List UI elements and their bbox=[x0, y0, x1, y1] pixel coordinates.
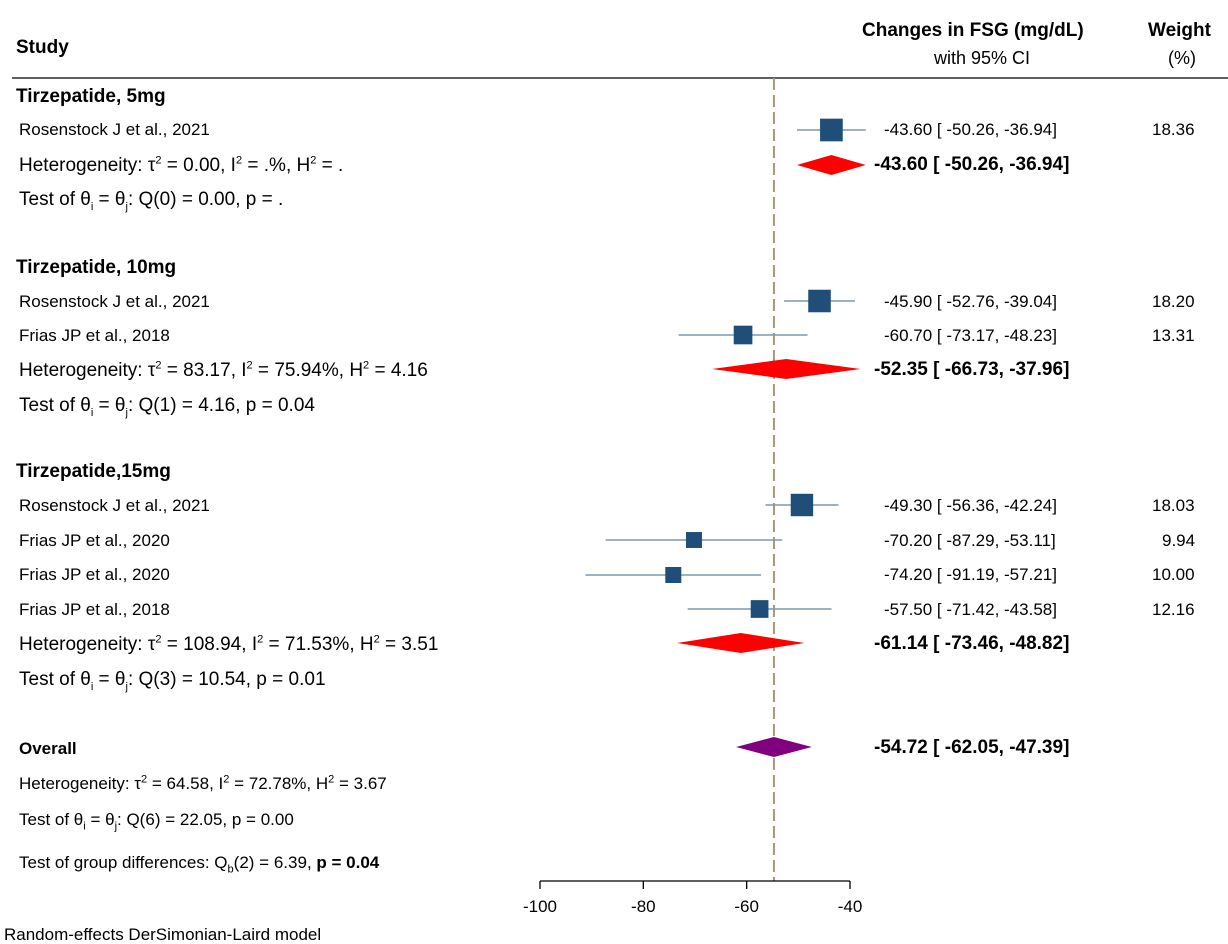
study-weight: 18.20 bbox=[1152, 292, 1195, 311]
study-ci: -70.20 [ -87.29, -53.11] bbox=[884, 531, 1056, 550]
test-df: 0 bbox=[159, 189, 171, 210]
i2-value: 72.78% bbox=[248, 774, 307, 793]
group-pooled-ci: -43.60 [ -50.26, -36.94] bbox=[874, 154, 1070, 175]
test-df: 1 bbox=[159, 395, 171, 416]
group-label-10mg: Tirzepatide, 10mg bbox=[16, 257, 177, 278]
overall-label: Overall bbox=[19, 739, 77, 758]
test-p: 0.01 bbox=[288, 669, 326, 690]
tau2-value: 108.94 bbox=[183, 634, 242, 655]
test-p: . bbox=[277, 189, 284, 210]
diff-p: 0.04 bbox=[346, 853, 380, 872]
study-column-header: Study bbox=[16, 37, 69, 58]
group-pooled-diamond bbox=[711, 359, 861, 379]
weight-column-subheader: (%) bbox=[1168, 48, 1196, 68]
study-label: Frias JP et al., 2018 bbox=[19, 326, 170, 345]
h2-value: . bbox=[338, 155, 344, 176]
test-q: 22.05 bbox=[179, 810, 223, 829]
test-p: 0.04 bbox=[277, 395, 315, 416]
study-ci: -57.50 [ -71.42, -43.58] bbox=[884, 600, 1057, 619]
x-tick-label: -60 bbox=[734, 897, 759, 916]
study-ci: -49.30 [ -56.36, -42.24] bbox=[884, 496, 1057, 515]
h2-value: 4.16 bbox=[390, 360, 428, 381]
group-test: Test of θi = θj: Q(1) = 4.16, p = 0.04 bbox=[19, 395, 315, 419]
study-weight: 10.00 bbox=[1152, 565, 1195, 584]
group-test: Test of θi = θj: Q(0) = 0.00, p = . bbox=[19, 189, 284, 213]
study-label: Frias JP et al., 2020 bbox=[19, 565, 170, 584]
effect-column-header: Changes in FSG (mg/dL) bbox=[862, 20, 1084, 41]
study-marker bbox=[685, 532, 702, 548]
group-difference-test: Test of group differences: Qb(2) = 6.39,… bbox=[19, 853, 380, 876]
study-ci: -74.20 [ -91.19, -57.21] bbox=[884, 565, 1057, 584]
test-q: 10.54 bbox=[198, 669, 246, 690]
overall-heterogeneity: Heterogeneity: τ2 = 64.58, I2 = 72.78%, … bbox=[19, 773, 387, 793]
test-q: 4.16 bbox=[198, 395, 236, 416]
study-ci: -45.90 [ -52.76, -39.04] bbox=[884, 292, 1057, 311]
study-label: Rosenstock J et al., 2021 bbox=[19, 496, 210, 515]
study-marker bbox=[808, 289, 831, 313]
study-label: Rosenstock J et al., 2021 bbox=[19, 292, 210, 311]
x-tick-label: -80 bbox=[631, 897, 656, 916]
i2-value: 75.94% bbox=[274, 360, 339, 381]
group-heterogeneity: Heterogeneity: τ2 = 83.17, I2 = 75.94%, … bbox=[19, 359, 428, 381]
group-pooled-diamond bbox=[677, 633, 805, 653]
study-marker bbox=[733, 325, 753, 345]
group-test: Test of θi = θj: Q(3) = 10.54, p = 0.01 bbox=[19, 669, 326, 693]
x-tick-label: -40 bbox=[838, 897, 863, 916]
tau2-value: 0.00 bbox=[183, 155, 221, 176]
group-label-5mg: Tirzepatide, 5mg bbox=[16, 86, 166, 107]
study-marker bbox=[750, 600, 769, 618]
group-pooled-ci: -61.14 [ -73.46, -48.82] bbox=[874, 633, 1070, 654]
test-df: 3 bbox=[159, 669, 171, 690]
tau2-value: 83.17 bbox=[183, 360, 231, 381]
study-weight: 9.94 bbox=[1162, 531, 1196, 550]
group-pooled-diamond bbox=[796, 155, 866, 175]
study-marker bbox=[790, 493, 814, 517]
study-marker bbox=[820, 118, 843, 142]
effect-column-subheader: with 95% CI bbox=[934, 48, 1031, 68]
group-heterogeneity: Heterogeneity: τ2 = 108.94, I2 = 71.53%,… bbox=[19, 633, 439, 655]
diff-q: 6.39 bbox=[273, 853, 307, 872]
overall-pooled-diamond bbox=[736, 737, 812, 757]
study-weight: 12.16 bbox=[1152, 600, 1195, 619]
study-label: Frias JP et al., 2020 bbox=[19, 531, 170, 550]
group-label-15mg: Tirzepatide,15mg bbox=[16, 461, 171, 482]
group-pooled-ci: -52.35 [ -66.73, -37.96] bbox=[874, 359, 1070, 380]
tau2-value: 64.58 bbox=[166, 774, 210, 793]
diff-df: 2 bbox=[239, 853, 249, 872]
study-ci: -43.60 [ -50.26, -36.94] bbox=[884, 120, 1057, 139]
study-label: Frias JP et al., 2018 bbox=[19, 600, 170, 619]
test-q: 0.00 bbox=[198, 189, 236, 210]
test-df: 6 bbox=[145, 810, 155, 829]
model-footnote: Random-effects DerSimonian-Laird model bbox=[4, 925, 322, 944]
i2-value: .% bbox=[263, 155, 286, 176]
study-weight: 18.03 bbox=[1152, 496, 1195, 515]
group-heterogeneity: Heterogeneity: τ2 = 0.00, I2 = .%, H2 = … bbox=[19, 154, 344, 176]
x-tick-label: -100 bbox=[523, 897, 557, 916]
h2-value: 3.51 bbox=[401, 634, 439, 655]
h2-value: 3.67 bbox=[353, 774, 387, 793]
i2-value: 71.53% bbox=[284, 634, 350, 655]
study-weight: 13.31 bbox=[1152, 326, 1195, 345]
study-label: Rosenstock J et al., 2021 bbox=[19, 120, 210, 139]
weight-column-header: Weight bbox=[1148, 20, 1211, 41]
test-p: 0.00 bbox=[260, 810, 294, 829]
overall-pooled-ci: -54.72 [ -62.05, -47.39] bbox=[874, 737, 1070, 758]
study-weight: 18.36 bbox=[1152, 120, 1195, 139]
overall-test: Test of θi = θj: Q(6) = 22.05, p = 0.00 bbox=[19, 810, 294, 833]
study-marker bbox=[665, 567, 682, 583]
study-ci: -60.70 [ -73.17, -48.23] bbox=[884, 326, 1057, 345]
